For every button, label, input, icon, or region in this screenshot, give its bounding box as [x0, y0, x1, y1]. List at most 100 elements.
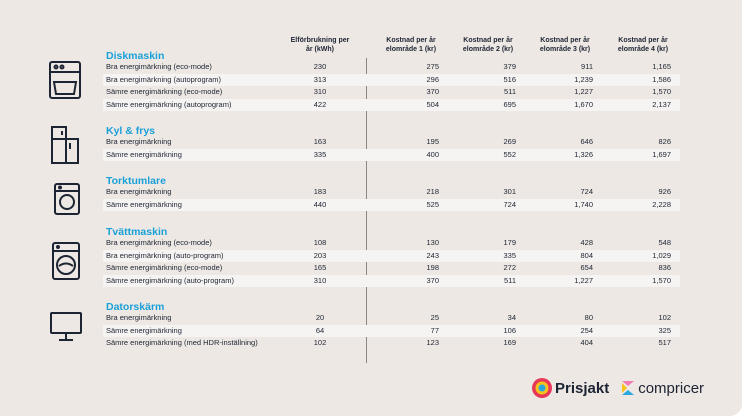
cost-value: 1,670 — [574, 99, 593, 109]
row-label: Sämre energimärkning (eco-mode) — [106, 263, 223, 273]
cost-value: 428 — [580, 238, 593, 247]
row-label: Sämre energimärkning (auto-program) — [106, 275, 234, 285]
consumption-value: 310 — [313, 275, 327, 285]
row-label: Bra energimärkning (eco-mode) — [106, 62, 212, 71]
cost-value: 325 — [658, 325, 671, 335]
cost-value: 724 — [503, 199, 516, 209]
cost-value: 1,029 — [652, 250, 671, 260]
cost-value: 1,570 — [652, 87, 671, 97]
dishwasher-icon — [49, 61, 81, 99]
cost-value: 198 — [426, 263, 439, 273]
compricer-logo-icon — [622, 381, 635, 395]
row-label: Bra energimärkning — [106, 137, 172, 146]
row-label: Bra energimärkning (auto-program) — [106, 250, 224, 260]
cost-value: 296 — [426, 74, 439, 84]
cost-value: 695 — [503, 99, 516, 109]
cost-value: 548 — [658, 238, 671, 247]
consumption-value: 335 — [313, 149, 327, 159]
consumption-value: 422 — [313, 99, 327, 109]
category-title: Tvättmaskin — [106, 226, 168, 238]
cost-value: 123 — [426, 338, 439, 348]
cost-value: 1,227 — [574, 275, 593, 285]
cost-value: 646 — [580, 137, 593, 146]
cost-value: 804 — [580, 250, 593, 260]
cost-value: 179 — [503, 238, 516, 247]
cost-value: 370 — [426, 275, 439, 285]
consumption-value: 165 — [313, 263, 327, 273]
header-area-4: Kostnad per år elområde 4 (kr) — [617, 37, 669, 53]
header-consumption: Elförbrukning per år (kWh) — [290, 37, 350, 53]
cost-value: 2,137 — [652, 99, 671, 109]
table-row: Sämre energimärkning (auto-program) 310 37… — [103, 274, 680, 288]
compricer-logo: compricer — [621, 380, 704, 397]
cost-value: 102 — [658, 313, 671, 322]
table-row: Sämre energimärkning (eco-mode) 165 198 272… — [103, 262, 680, 275]
cost-value: 404 — [580, 338, 593, 348]
table-row: Sämre energimärkning 335 400 552 1,326 1,697 — [103, 148, 680, 162]
cost-value: 1,697 — [652, 149, 671, 159]
cost-value: 243 — [426, 250, 439, 260]
category-title: Datorskärm — [106, 301, 165, 313]
row-label: Sämre energimärkning — [106, 325, 182, 335]
cost-value: 195 — [426, 137, 439, 146]
row-label: Sämre energimärkning — [106, 149, 182, 159]
table-row: Sämre energimärkning 440 525 724 1,740 2,228 — [103, 198, 680, 212]
consumption-value: 183 — [313, 187, 327, 196]
cost-value: 77 — [430, 325, 439, 335]
cost-value: 911 — [581, 62, 593, 71]
header-area-3: Kostnad per år elområde 3 (kr) — [539, 37, 591, 53]
logos: Prisjakt compricer — [532, 378, 704, 398]
cost-value: 516 — [503, 74, 516, 84]
cost-value: 1,239 — [574, 74, 593, 84]
cost-value: 511 — [504, 87, 516, 97]
cost-value: 525 — [426, 199, 439, 209]
table-row: Sämre energimärkning (eco-mode) 310 370 511… — [103, 86, 680, 99]
cost-value: 1,165 — [652, 62, 671, 71]
compricer-logo-text: compricer — [638, 379, 705, 397]
cost-value: 1,740 — [574, 199, 593, 209]
cost-value: 1,570 — [652, 275, 671, 285]
cost-value: 504 — [426, 99, 439, 109]
cost-value: 80 — [584, 313, 593, 322]
cost-value: 1,227 — [574, 87, 593, 97]
prisjakt-logo-text: Prisjakt — [555, 379, 610, 397]
cost-value: 335 — [503, 250, 516, 260]
cost-value: 379 — [503, 62, 516, 71]
consumption-value: 203 — [313, 250, 327, 260]
cost-value: 511 — [504, 275, 516, 285]
dryer-icon — [54, 183, 80, 215]
row-label: Bra energimärkning (autoprogram) — [106, 74, 222, 84]
cost-value: 1,586 — [652, 74, 671, 84]
header-area-2: Kostnad per år elområde 2 (kr) — [462, 37, 514, 53]
cost-value: 926 — [658, 187, 671, 196]
table-row: Bra energimärkning (auto-program) 203 243 3… — [103, 249, 680, 263]
cost-value: 106 — [503, 325, 516, 335]
category-title: Torktumlare — [106, 175, 166, 187]
table-row: Sämre energimärkning (med HDR-inställnin… — [103, 337, 680, 350]
table-row: Bra energimärkning 163 195 269 646 826 — [103, 136, 680, 149]
cost-value: 269 — [503, 137, 516, 146]
cost-value: 552 — [503, 149, 516, 159]
cost-value: 654 — [580, 263, 593, 273]
table-row: Sämre energimärkning 64 77 106 254 325 — [103, 324, 680, 338]
cost-value: 517 — [658, 338, 671, 348]
header-area-1: Kostnad per år elområde 1 (kr) — [385, 37, 437, 53]
cost-value: 826 — [658, 137, 671, 146]
row-label: Sämre energimärkning — [106, 199, 182, 209]
consumption-value: 440 — [313, 199, 327, 209]
row-label: Sämre energimärkning (med HDR-inställnin… — [106, 338, 258, 348]
cost-value: 272 — [503, 263, 516, 273]
cost-value: 169 — [503, 338, 516, 348]
cost-value: 275 — [426, 62, 439, 71]
consumption-value: 310 — [313, 87, 327, 97]
consumption-value: 230 — [313, 62, 327, 71]
cost-value: 724 — [580, 187, 593, 196]
row-label: Bra energimärkning — [106, 313, 172, 322]
category-title: Kyl & frys — [106, 125, 156, 137]
cost-value: 130 — [426, 238, 439, 247]
cost-value: 218 — [426, 187, 439, 196]
row-label: Bra energimärkning (eco-mode) — [106, 238, 212, 247]
row-label: Sämre energimärkning (autoprogram) — [106, 99, 232, 109]
consumption-value: 102 — [313, 338, 327, 348]
